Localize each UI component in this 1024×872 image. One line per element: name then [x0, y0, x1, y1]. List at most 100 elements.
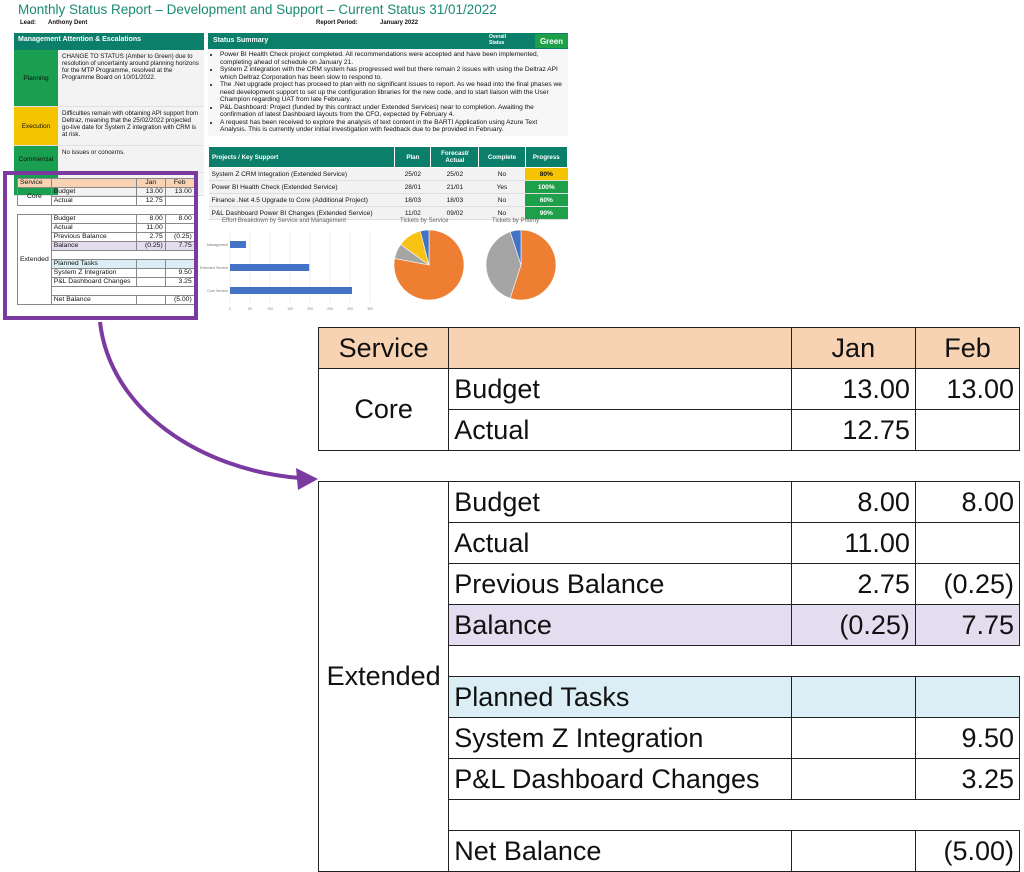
- planning-text: CHANGE TO STATUS (Amber to Green) due to…: [58, 50, 204, 106]
- priority-pie-chart: [485, 229, 557, 301]
- x-tick-label: 200: [307, 307, 313, 311]
- big-cell: 3.25: [914, 758, 1021, 800]
- execution-label: Execution: [14, 107, 58, 145]
- proj-complete: No: [478, 167, 526, 181]
- proj-progress: 90%: [525, 206, 568, 220]
- proj-complete: No: [478, 193, 526, 207]
- big-cell: [790, 758, 916, 800]
- table-row: Finance .Net 4.5 Upgrade to Core (Additi…: [208, 193, 568, 207]
- lead-label: Lead:: [20, 20, 37, 26]
- period-label: Report Period:: [316, 20, 358, 26]
- big-cell: [914, 676, 1021, 718]
- effort-bar: [230, 287, 352, 294]
- big-cell: Previous Balance: [448, 563, 792, 605]
- big-cell: [790, 676, 916, 718]
- service-pie-chart: [393, 229, 465, 301]
- x-tick-label: 350: [367, 307, 373, 311]
- status-heading: Status Summary: [213, 37, 269, 44]
- x-tick-label: 150: [287, 307, 293, 311]
- big-cell: (0.25): [914, 563, 1021, 605]
- big-cell: [914, 522, 1021, 564]
- big-cell: System Z Integration: [448, 717, 792, 759]
- category-label: Extended Service: [200, 266, 228, 270]
- big-header-blank: [448, 327, 792, 369]
- pie-slice: [509, 229, 522, 266]
- table-row: P&L Dashboard Power BI Changes (Extended…: [208, 206, 568, 220]
- proj-complete: Yes: [478, 180, 526, 194]
- proj-header-name: Projects / Key Support: [207, 146, 396, 168]
- big-cell: 13.00: [914, 368, 1021, 410]
- table-row: System Z CRM Integration (Extended Servi…: [208, 167, 568, 181]
- status-bullet: A request has been received to explore t…: [220, 119, 564, 134]
- overall-status-badge: Green: [535, 34, 568, 48]
- report-title: Monthly Status Report – Development and …: [18, 2, 497, 17]
- zoomed-balance-table: Service Jan Feb Core Budget 13.00 13.00 …: [317, 327, 1021, 872]
- big-cell: 9.50: [914, 717, 1021, 759]
- small-cell: (5.00): [164, 295, 195, 305]
- status-bullet: System Z integration with the CRM system…: [220, 66, 564, 81]
- big-cell: Balance: [448, 604, 792, 646]
- proj-header-plan: Plan: [394, 146, 432, 168]
- x-tick-label: 250: [327, 307, 333, 311]
- overall-status-label: Overall Status: [489, 34, 506, 46]
- big-extended-label: Extended: [317, 481, 450, 872]
- execution-text: Difficulties remain with obtaining API s…: [58, 107, 204, 145]
- effort-chart-title: Effort Breakdown by Service and Manageme…: [222, 218, 346, 224]
- commercial-label: Commercial: [14, 146, 58, 172]
- mgmt-row-execution: Execution Difficulties remain with obtai…: [14, 107, 204, 146]
- big-cell: P&L Dashboard Changes: [448, 758, 792, 800]
- big-header-jan: Jan: [790, 327, 916, 369]
- x-tick-label: 0: [229, 307, 231, 311]
- big-cell: 7.75: [914, 604, 1021, 646]
- planning-label: Planning: [14, 50, 58, 106]
- proj-plan: 11/02: [394, 206, 431, 220]
- status-bullet: P&L Dashboard: Project (funded by this c…: [220, 104, 564, 119]
- proj-plan: 18/03: [394, 193, 431, 207]
- big-cell: 11.00: [790, 522, 916, 564]
- proj-complete: No: [478, 206, 526, 220]
- proj-progress: 60%: [525, 193, 568, 207]
- proj-forecast: 18/03: [430, 193, 479, 207]
- category-label: Management: [207, 243, 228, 247]
- effort-chart: 0 50 100 150 200 250 300 350 Management Extended …: [200, 232, 373, 311]
- big-cell: (5.00): [914, 830, 1021, 872]
- big-cell: Actual: [448, 409, 792, 451]
- big-spacer: [448, 645, 1020, 677]
- effort-bar: [230, 241, 246, 248]
- pie-slice: [485, 231, 522, 299]
- proj-plan: 28/01: [394, 180, 431, 194]
- big-cell: 13.00: [790, 368, 916, 410]
- big-header-feb: Feb: [914, 327, 1021, 369]
- proj-name: Finance .Net 4.5 Upgrade to Core (Additi…: [208, 193, 395, 207]
- small-balance-table: Service Jan Feb Core Budget 13.00 13.00 …: [17, 178, 195, 305]
- big-cell: Net Balance: [448, 830, 792, 872]
- big-core-label: Core: [317, 368, 450, 451]
- big-cell: [790, 717, 916, 759]
- big-cell: [790, 830, 916, 872]
- arrow-head: [296, 468, 318, 490]
- big-cell: Budget: [448, 368, 792, 410]
- proj-name: System Z CRM Integration (Extended Servi…: [208, 167, 395, 181]
- big-cell: [914, 409, 1021, 451]
- lead-name: Anthony Dent: [48, 20, 88, 26]
- x-tick-label: 50: [248, 307, 252, 311]
- pie-slice: [419, 229, 430, 266]
- arrow-line: [98, 321, 301, 480]
- small-extended-label: Extended: [17, 214, 52, 305]
- commercial-text: No issues or concerns.: [58, 146, 204, 172]
- mgmt-row-commercial: Commercial No issues or concerns.: [14, 146, 204, 173]
- big-cell: 12.75: [790, 409, 916, 451]
- mgmt-row-planning: Planning CHANGE TO STATUS (Amber to Gree…: [14, 50, 204, 107]
- x-tick-label: 100: [267, 307, 273, 311]
- big-cell: Budget: [448, 481, 792, 523]
- proj-name: P&L Dashboard Power BI Changes (Extended…: [208, 206, 395, 220]
- x-tick-label: 300: [347, 307, 353, 311]
- big-cell: Planned Tasks: [448, 676, 792, 718]
- big-header-service: Service: [317, 327, 450, 369]
- period-value: January 2022: [380, 20, 419, 26]
- highlight-box: [3, 171, 198, 320]
- big-cell: 8.00: [914, 481, 1021, 523]
- proj-header-forecast: Forecast/ Actual: [430, 146, 480, 168]
- big-cell: 8.00: [790, 481, 916, 523]
- proj-forecast: 09/02: [430, 206, 479, 220]
